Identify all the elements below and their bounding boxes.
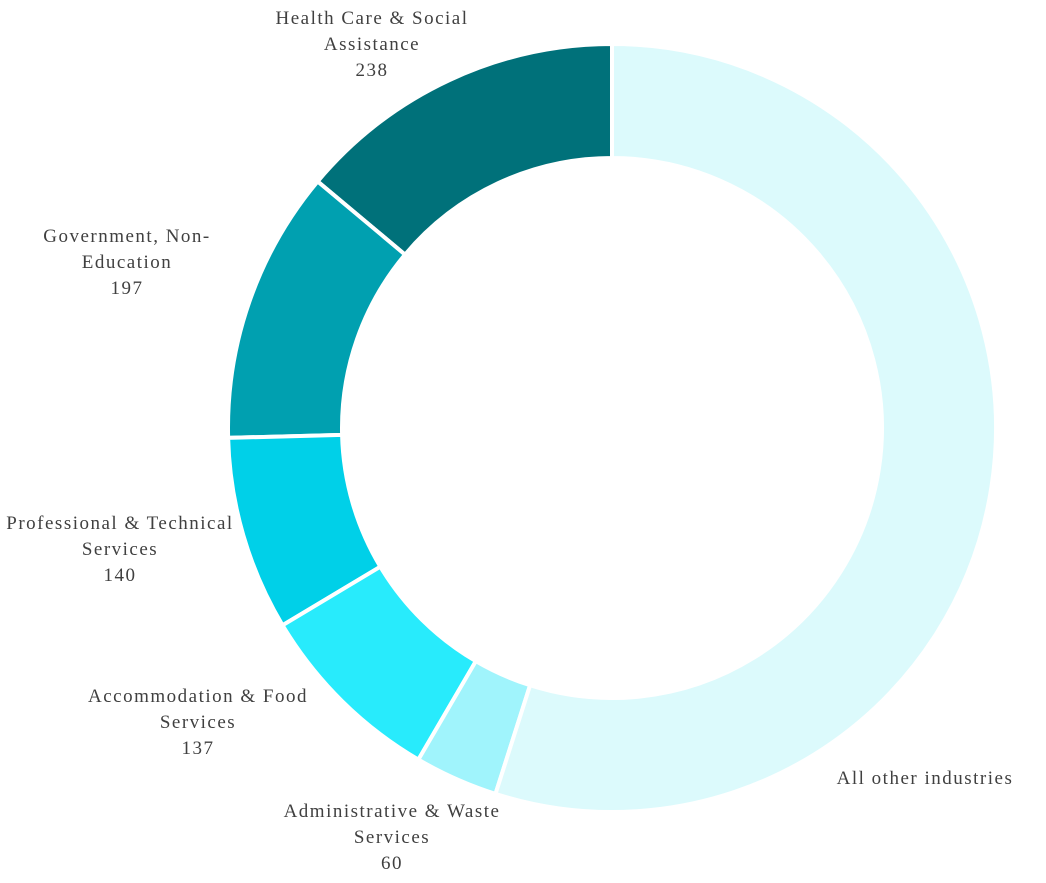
- slice-label: Accommodation & Food Services 137: [78, 684, 318, 762]
- value-label: 197: [110, 278, 144, 299]
- slice-label: Health Care & Social Assistance 238: [237, 6, 507, 84]
- slice-label: Administrative & Waste Services 60: [277, 799, 507, 877]
- category-label: Accommodation & Food Services: [88, 686, 308, 733]
- category-label: All other industries: [836, 768, 1014, 789]
- value-label: 60: [381, 853, 403, 874]
- value-label: 137: [181, 738, 215, 759]
- donut-slice: [492, 41, 998, 814]
- slice-label: All other industries: [795, 766, 1046, 792]
- slice-label: Government, Non-Education 197: [22, 224, 232, 302]
- category-label: Health Care & Social Assistance: [275, 8, 469, 55]
- slice-label: Professional & Technical Services 140: [5, 511, 235, 589]
- category-label: Professional & Technical Services: [6, 513, 234, 560]
- value-label: 238: [355, 60, 389, 81]
- category-label: Government, Non-Education: [43, 226, 211, 273]
- value-label: 140: [103, 565, 137, 586]
- category-label: Administrative & Waste Services: [283, 801, 501, 848]
